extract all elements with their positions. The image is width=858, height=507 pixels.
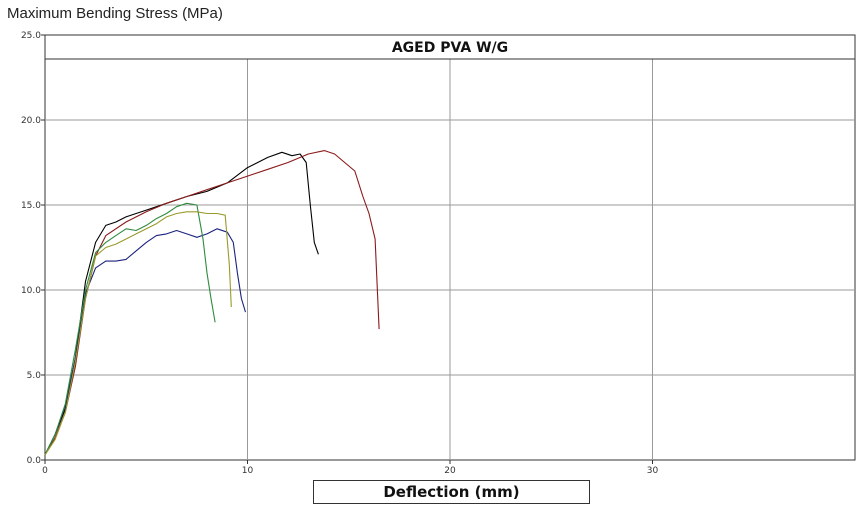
x-tick-label: 30	[647, 466, 659, 476]
x-axis-label: Deflection (mm)	[313, 480, 590, 504]
y-tick-label: 25.0	[21, 31, 41, 41]
x-axis-ticks: 0 10 20 30	[42, 460, 658, 476]
title-band	[44, 34, 856, 60]
y-tick-label: 20.0	[21, 116, 41, 126]
y-tick-label: 0.0	[27, 456, 42, 466]
series-group	[44, 150, 380, 456]
series-line-3	[44, 228, 247, 456]
y-tick-label: 5.0	[27, 371, 42, 381]
series-line-4	[44, 202, 216, 456]
y-tick-label: 10.0	[21, 286, 41, 296]
x-tick-label: 10	[242, 466, 254, 476]
chart-title: AGED PVA W/G	[392, 40, 508, 56]
y-axis-ticks: 0.0 5.0 10.0 15.0 20.0 25.0	[21, 31, 45, 466]
y-axis-label: Maximum Bending Stress (MPa)	[7, 5, 223, 22]
grid-lines	[45, 35, 855, 460]
x-tick-label: 0	[42, 466, 48, 476]
series-line-5	[44, 211, 232, 456]
chart-plot: AGED PVA W/G 0.0 5.0 10.0 15.0 20.0 25.0 0 10 2…	[21, 31, 856, 476]
x-tick-label: 20	[444, 466, 456, 476]
y-tick-label: 15.0	[21, 201, 41, 211]
